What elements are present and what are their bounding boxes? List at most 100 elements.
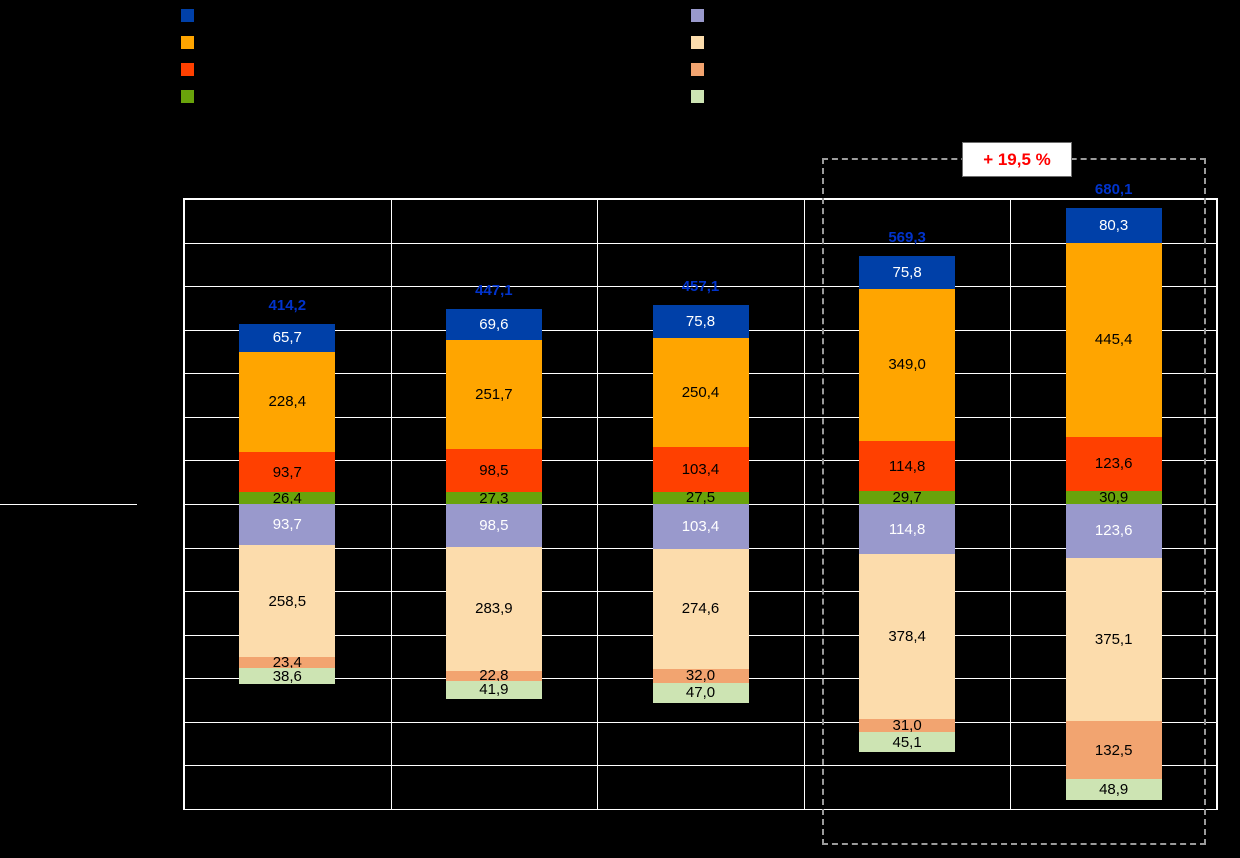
segment-lower-peach: 274,6 bbox=[652, 549, 749, 669]
segment-value-label: 38,6 bbox=[272, 667, 302, 685]
segment-value-label: 65,7 bbox=[272, 329, 302, 347]
gridline-h bbox=[184, 809, 1217, 810]
segment-value-label: 283,9 bbox=[475, 600, 513, 618]
gridline-v bbox=[1216, 199, 1217, 809]
legend-lower-series bbox=[691, 9, 704, 103]
segment-lower-salmon: 22,8 bbox=[445, 667, 542, 685]
segment-lower-lavender: 114,8 bbox=[859, 504, 956, 555]
segment-value-label: 258,5 bbox=[268, 592, 307, 610]
bar-lower-stack: 98,5 283,9 22,8 41,9 bbox=[445, 504, 542, 699]
segment-lower-salmon: 32,0 bbox=[652, 667, 749, 685]
segment-lower-peach: 375,1 bbox=[1065, 557, 1162, 722]
segment-lower-peach: 283,9 bbox=[445, 546, 542, 671]
segment-value-label: 228,4 bbox=[268, 393, 307, 411]
segment-value-label: 75,8 bbox=[685, 312, 716, 330]
segment-value-label: 47,0 bbox=[685, 684, 716, 702]
legend-swatch-lower-peach bbox=[691, 36, 704, 49]
segment-value-label: 98,5 bbox=[479, 516, 509, 534]
segment-value-label: 93,7 bbox=[272, 515, 302, 533]
segment-value-label: 27,3 bbox=[479, 489, 509, 507]
segment-lower-salmon: 23,4 bbox=[239, 655, 336, 670]
bar-total-label: 569,3 bbox=[888, 228, 926, 246]
segment-value-label: 123,6 bbox=[1094, 455, 1133, 473]
segment-upper-green: 27,5 bbox=[652, 489, 749, 507]
segment-value-label: 41,9 bbox=[479, 681, 509, 699]
segment-upper-green: 27,3 bbox=[445, 489, 542, 507]
bar-lower-stack: 123,6 375,1 132,5 48,9 bbox=[1065, 504, 1162, 801]
segment-upper-orangered: 123,6 bbox=[1065, 436, 1162, 491]
legend-upper-series bbox=[181, 9, 194, 103]
bar-upper-stack: 75,8 250,4 103,4 27,5 bbox=[652, 304, 749, 507]
segment-value-label: 98,5 bbox=[479, 462, 509, 480]
segment-lower-lightgreen: 41,9 bbox=[445, 680, 542, 699]
legend-swatch-upper-blue bbox=[181, 9, 194, 22]
gridline-v bbox=[390, 199, 392, 809]
y-axis-zero-tick bbox=[0, 504, 137, 505]
segment-value-label: 27,5 bbox=[685, 489, 716, 507]
segment-upper-orangered: 98,5 bbox=[445, 449, 542, 493]
segment-value-label: 93,7 bbox=[272, 463, 302, 481]
gridline-v bbox=[597, 199, 599, 809]
segment-lower-lavender: 93,7 bbox=[239, 504, 336, 545]
segment-value-label: 45,1 bbox=[892, 733, 922, 751]
segment-lower-lightgreen: 47,0 bbox=[652, 682, 749, 704]
gridline-h bbox=[184, 199, 1217, 200]
bar-upper-stack: 80,3 445,4 123,6 30,9 bbox=[1065, 207, 1162, 505]
legend-swatch-lower-lavender bbox=[691, 9, 704, 22]
bar-upper-stack: 75,8 349,0 114,8 29,7 bbox=[859, 255, 956, 506]
bar-lower-stack: 103,4 274,6 32,0 47,0 bbox=[652, 504, 749, 704]
segment-lower-peach: 258,5 bbox=[239, 544, 336, 658]
segment-lower-peach: 378,4 bbox=[859, 554, 956, 719]
segment-value-label: 250,4 bbox=[681, 383, 720, 401]
highlight-dashed-box bbox=[822, 158, 1206, 845]
segment-lower-lightgreen: 48,9 bbox=[1065, 778, 1162, 801]
segment-value-label: 31,0 bbox=[892, 717, 922, 735]
legend-swatch-lower-lightgreen bbox=[691, 90, 704, 103]
segment-upper-orange: 228,4 bbox=[239, 352, 336, 452]
segment-lower-lavender: 103,4 bbox=[652, 504, 749, 550]
segment-upper-blue: 69,6 bbox=[445, 309, 542, 340]
gridline-h bbox=[184, 721, 1217, 723]
segment-value-label: 123,6 bbox=[1094, 522, 1133, 540]
segment-value-label: 375,1 bbox=[1094, 631, 1133, 649]
segment-upper-orangered: 103,4 bbox=[652, 446, 749, 492]
legend-swatch-upper-orange bbox=[181, 36, 194, 49]
segment-upper-blue: 80,3 bbox=[1065, 207, 1162, 243]
segment-upper-orange: 251,7 bbox=[445, 339, 542, 450]
bar-upper-stack: 65,7 228,4 93,7 26,4 bbox=[239, 323, 336, 507]
bar-upper-stack: 69,6 251,7 98,5 27,3 bbox=[445, 309, 542, 507]
segment-value-label: 103,4 bbox=[681, 460, 720, 478]
segment-lower-lavender: 98,5 bbox=[445, 504, 542, 547]
segment-value-label: 251,7 bbox=[475, 385, 513, 403]
bar-total-label: 680,1 bbox=[1094, 180, 1133, 198]
segment-upper-blue: 75,8 bbox=[859, 255, 956, 289]
gridline-v bbox=[1010, 199, 1012, 809]
segment-value-label: 29,7 bbox=[892, 489, 922, 506]
segment-lower-salmon: 31,0 bbox=[859, 717, 956, 735]
bar-lower-stack: 114,8 378,4 31,0 45,1 bbox=[859, 504, 956, 753]
segment-upper-green: 30,9 bbox=[1065, 490, 1162, 505]
segment-upper-blue: 65,7 bbox=[239, 323, 336, 353]
segment-value-label: 32,0 bbox=[685, 667, 716, 685]
segment-value-label: 26,4 bbox=[272, 489, 302, 507]
segment-value-label: 378,4 bbox=[888, 627, 926, 645]
segment-upper-orange: 349,0 bbox=[859, 288, 956, 442]
segment-value-label: 132,5 bbox=[1094, 741, 1133, 759]
bar-total-label: 457,1 bbox=[681, 277, 720, 295]
segment-value-label: 349,0 bbox=[888, 356, 926, 374]
segment-value-label: 22,8 bbox=[479, 667, 509, 685]
segment-value-label: 445,4 bbox=[1094, 331, 1133, 349]
segment-value-label: 114,8 bbox=[888, 520, 926, 538]
segment-upper-orange: 445,4 bbox=[1065, 242, 1162, 437]
legend-swatch-upper-green bbox=[181, 90, 194, 103]
segment-upper-green: 29,7 bbox=[859, 489, 956, 506]
segment-value-label: 274,6 bbox=[681, 600, 720, 618]
segment-upper-orangered: 114,8 bbox=[859, 441, 956, 492]
bar-lower-stack: 93,7 258,5 23,4 38,6 bbox=[239, 504, 336, 685]
segment-lower-lightgreen: 38,6 bbox=[239, 667, 336, 685]
segment-upper-green: 26,4 bbox=[239, 489, 336, 507]
segment-value-label: 75,8 bbox=[892, 263, 922, 281]
gridline-v bbox=[803, 199, 805, 809]
segment-value-label: 114,8 bbox=[888, 457, 926, 475]
